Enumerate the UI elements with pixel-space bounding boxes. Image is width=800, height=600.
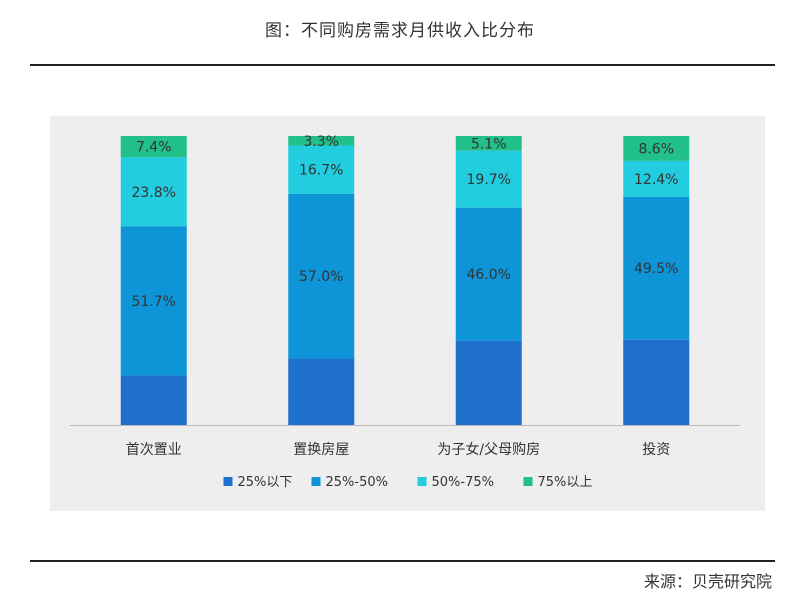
legend-label: 75%以上 <box>538 475 593 490</box>
bar-segment <box>623 160 690 197</box>
category-label: 置换房屋 <box>293 441 349 458</box>
data-label: 5.1% <box>471 136 507 152</box>
bar-segment <box>455 340 522 425</box>
bar-segment <box>120 375 187 425</box>
data-label: 57.0% <box>299 269 343 285</box>
legend-label: 50%-75% <box>432 475 494 490</box>
data-label: 12.4% <box>634 172 678 188</box>
bar-segment <box>288 145 355 194</box>
bar-segment <box>288 193 355 359</box>
bar-segment <box>288 136 355 146</box>
bar-segment <box>623 196 690 340</box>
stacked-bar-chart: 51.7% 23.8% 7.4% 首次置业 57.0% 16.7% 3.3% 置换房屋 46.0… <box>70 134 740 490</box>
page-title: 图：不同购房需求月供收入比分布 <box>265 21 535 41</box>
category-label: 首次置业 <box>126 442 182 458</box>
bar-segment <box>120 136 187 158</box>
data-label: 19.7% <box>467 172 511 188</box>
data-label: 8.6% <box>638 141 674 157</box>
category-label: 为子女/父母购房 <box>437 441 540 458</box>
legend-swatch <box>223 477 233 486</box>
bar-segment <box>288 358 355 425</box>
category-label: 投资 <box>642 442 670 458</box>
legend-swatch <box>523 477 533 486</box>
top-divider <box>30 64 775 66</box>
chart-panel: 51.7% 23.8% 7.4% 首次置业 57.0% 16.7% 3.3% 置换房屋 46.0… <box>50 116 765 511</box>
bar-segment <box>455 136 522 151</box>
data-label: 23.8% <box>132 185 176 201</box>
bar-segment <box>623 339 690 425</box>
source-note: 来源：贝壳研究院 <box>643 572 772 591</box>
data-label: 49.5% <box>634 261 678 277</box>
legend-swatch <box>417 477 427 486</box>
legend-label: 25%以下 <box>238 475 293 490</box>
data-label: 3.3% <box>303 134 339 150</box>
data-label: 51.7% <box>132 294 176 310</box>
bar-segment <box>120 157 187 227</box>
data-label: 46.0% <box>467 267 511 283</box>
bar-segment <box>455 150 522 208</box>
data-label: 7.4% <box>136 140 172 156</box>
legend-swatch <box>311 477 321 486</box>
bar-segment <box>120 226 187 376</box>
legend-label: 25%-50% <box>326 475 388 490</box>
bar-segment <box>623 136 690 161</box>
bar-segment <box>455 207 522 341</box>
bottom-divider <box>30 560 775 562</box>
data-label: 16.7% <box>299 163 343 179</box>
